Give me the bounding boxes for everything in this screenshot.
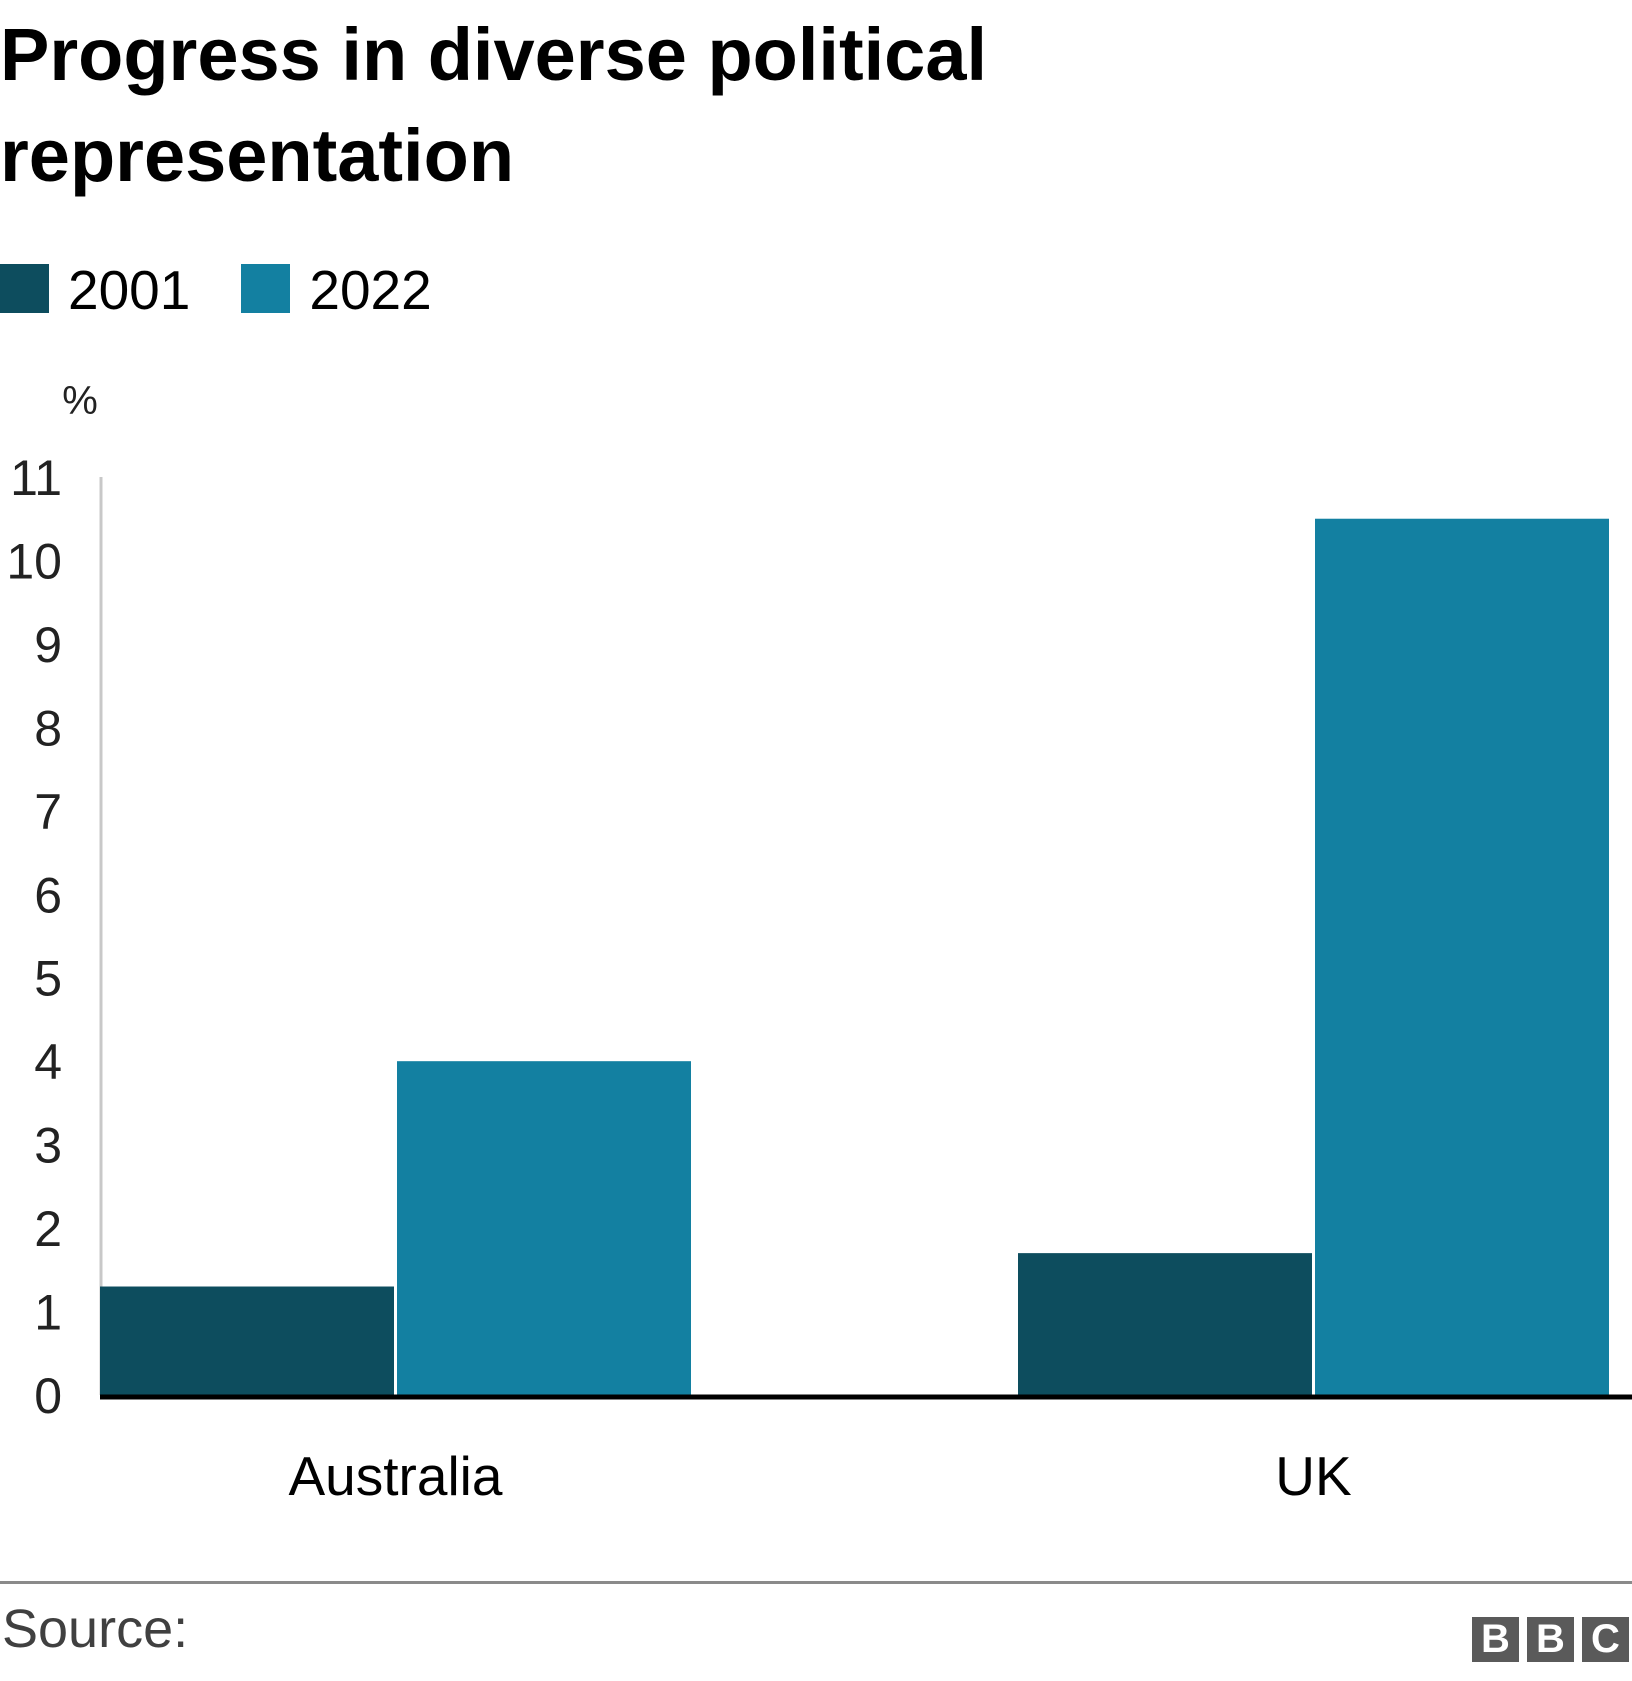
x-tick-label-uk: UK (1275, 1445, 1352, 1507)
bar-australia-2022 (397, 1061, 691, 1395)
legend-label-2001: 2001 (68, 259, 191, 321)
legend-label-2022: 2022 (309, 259, 432, 321)
y-tick-label: 4 (34, 1034, 62, 1090)
legend-swatch-2022 (241, 263, 291, 313)
y-tick-label: 5 (34, 951, 62, 1007)
bbc-logo: B B C (1472, 1617, 1632, 1662)
y-tick-label: 2 (34, 1201, 62, 1257)
y-tick-label: 3 (34, 1118, 62, 1174)
bbc-logo-letter: B (1527, 1617, 1574, 1662)
chart-title: Progress in diverse political representa… (0, 4, 1300, 206)
chart-title-line-2: representation (0, 114, 515, 197)
legend-swatch-2001 (0, 263, 49, 313)
y-tick-label: 6 (34, 867, 62, 923)
x-axis-labels: Australia UK (289, 1445, 1353, 1507)
y-axis-unit-label: % (62, 379, 98, 423)
bar-uk-2001 (1018, 1253, 1312, 1395)
y-tick-label: 0 (34, 1368, 62, 1424)
bar-chart: % 0 1 2 3 4 5 6 7 8 9 10 11 Australia UK (6, 379, 1632, 1507)
y-tick-label: 7 (34, 784, 62, 840)
source-label: Source: (2, 1599, 189, 1659)
y-tick-label: 11 (10, 450, 62, 506)
y-tick-label: 10 (6, 533, 62, 589)
footer-divider (0, 1581, 1632, 1584)
bbc-logo-letter: B (1472, 1617, 1519, 1662)
legend: 2001 2022 (0, 259, 483, 321)
legend-item-2022: 2022 (241, 259, 432, 321)
bars (100, 518, 1609, 1395)
x-tick-label-australia: Australia (289, 1445, 503, 1507)
chart-title-line-1: Progress in diverse political (0, 13, 988, 96)
y-tick-label: 8 (34, 700, 62, 756)
bar-uk-2022 (1315, 518, 1609, 1395)
y-axis-ticks: 0 1 2 3 4 5 6 7 8 9 10 11 (6, 450, 62, 1424)
legend-item-2001: 2001 (0, 259, 191, 321)
bar-australia-2001 (100, 1286, 394, 1395)
y-tick-label: 1 (34, 1285, 62, 1341)
bbc-logo-letter: C (1582, 1617, 1629, 1662)
y-tick-label: 9 (34, 617, 62, 673)
